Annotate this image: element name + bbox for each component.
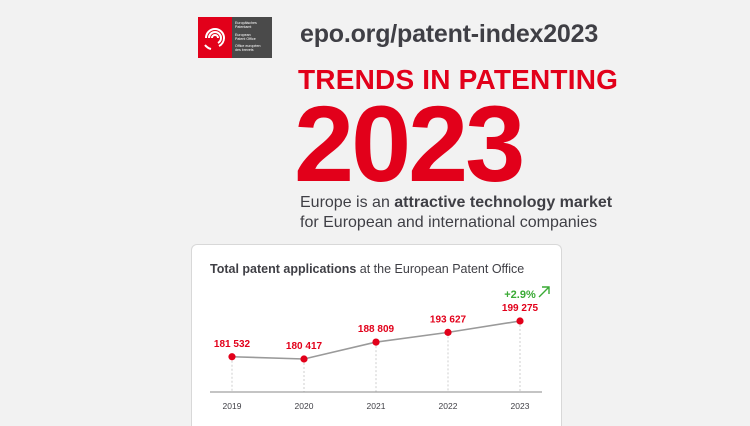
data-point xyxy=(228,353,235,360)
tagline-line2: for European and international companies xyxy=(300,214,597,231)
data-label: 180 417 xyxy=(286,341,323,352)
patent-index-url[interactable]: epo.org/patent-index2023 xyxy=(300,20,598,49)
epo-logo-text: Europäisches Patentamt European Patent O… xyxy=(232,17,272,58)
data-label: 181 532 xyxy=(214,339,251,350)
x-tick-label: 2020 xyxy=(295,401,314,411)
epo-spiral-icon xyxy=(202,25,228,51)
headline-year: 2023 xyxy=(294,90,522,198)
arrow-up-right-icon xyxy=(539,287,549,297)
data-point xyxy=(444,329,451,336)
x-tick-label: 2023 xyxy=(511,401,530,411)
data-point xyxy=(372,338,379,345)
epo-logo-mark xyxy=(198,17,232,58)
data-point xyxy=(300,355,307,362)
x-tick-label: 2022 xyxy=(439,401,458,411)
tagline: Europe is an attractive technology marke… xyxy=(300,193,612,233)
chart-card: Total patent applications at the Europea… xyxy=(191,244,562,426)
data-point xyxy=(516,317,523,324)
x-tick-label: 2021 xyxy=(367,401,386,411)
tagline-pre: Europe is an xyxy=(300,194,394,211)
data-label: 193 627 xyxy=(430,314,467,325)
data-label: 199 275 xyxy=(502,303,539,314)
data-label: 188 809 xyxy=(358,324,395,335)
tagline-bold: attractive technology market xyxy=(394,194,612,211)
growth-label: +2.9% xyxy=(504,289,536,301)
epo-logo: Europäisches Patentamt European Patent O… xyxy=(198,17,272,58)
logo-line-fr-2: des brevets xyxy=(235,48,270,52)
line-chart: 181 532 2019 180 417 2020 188 809 2021 193 627… xyxy=(192,245,561,426)
x-tick-label: 2019 xyxy=(223,401,242,411)
